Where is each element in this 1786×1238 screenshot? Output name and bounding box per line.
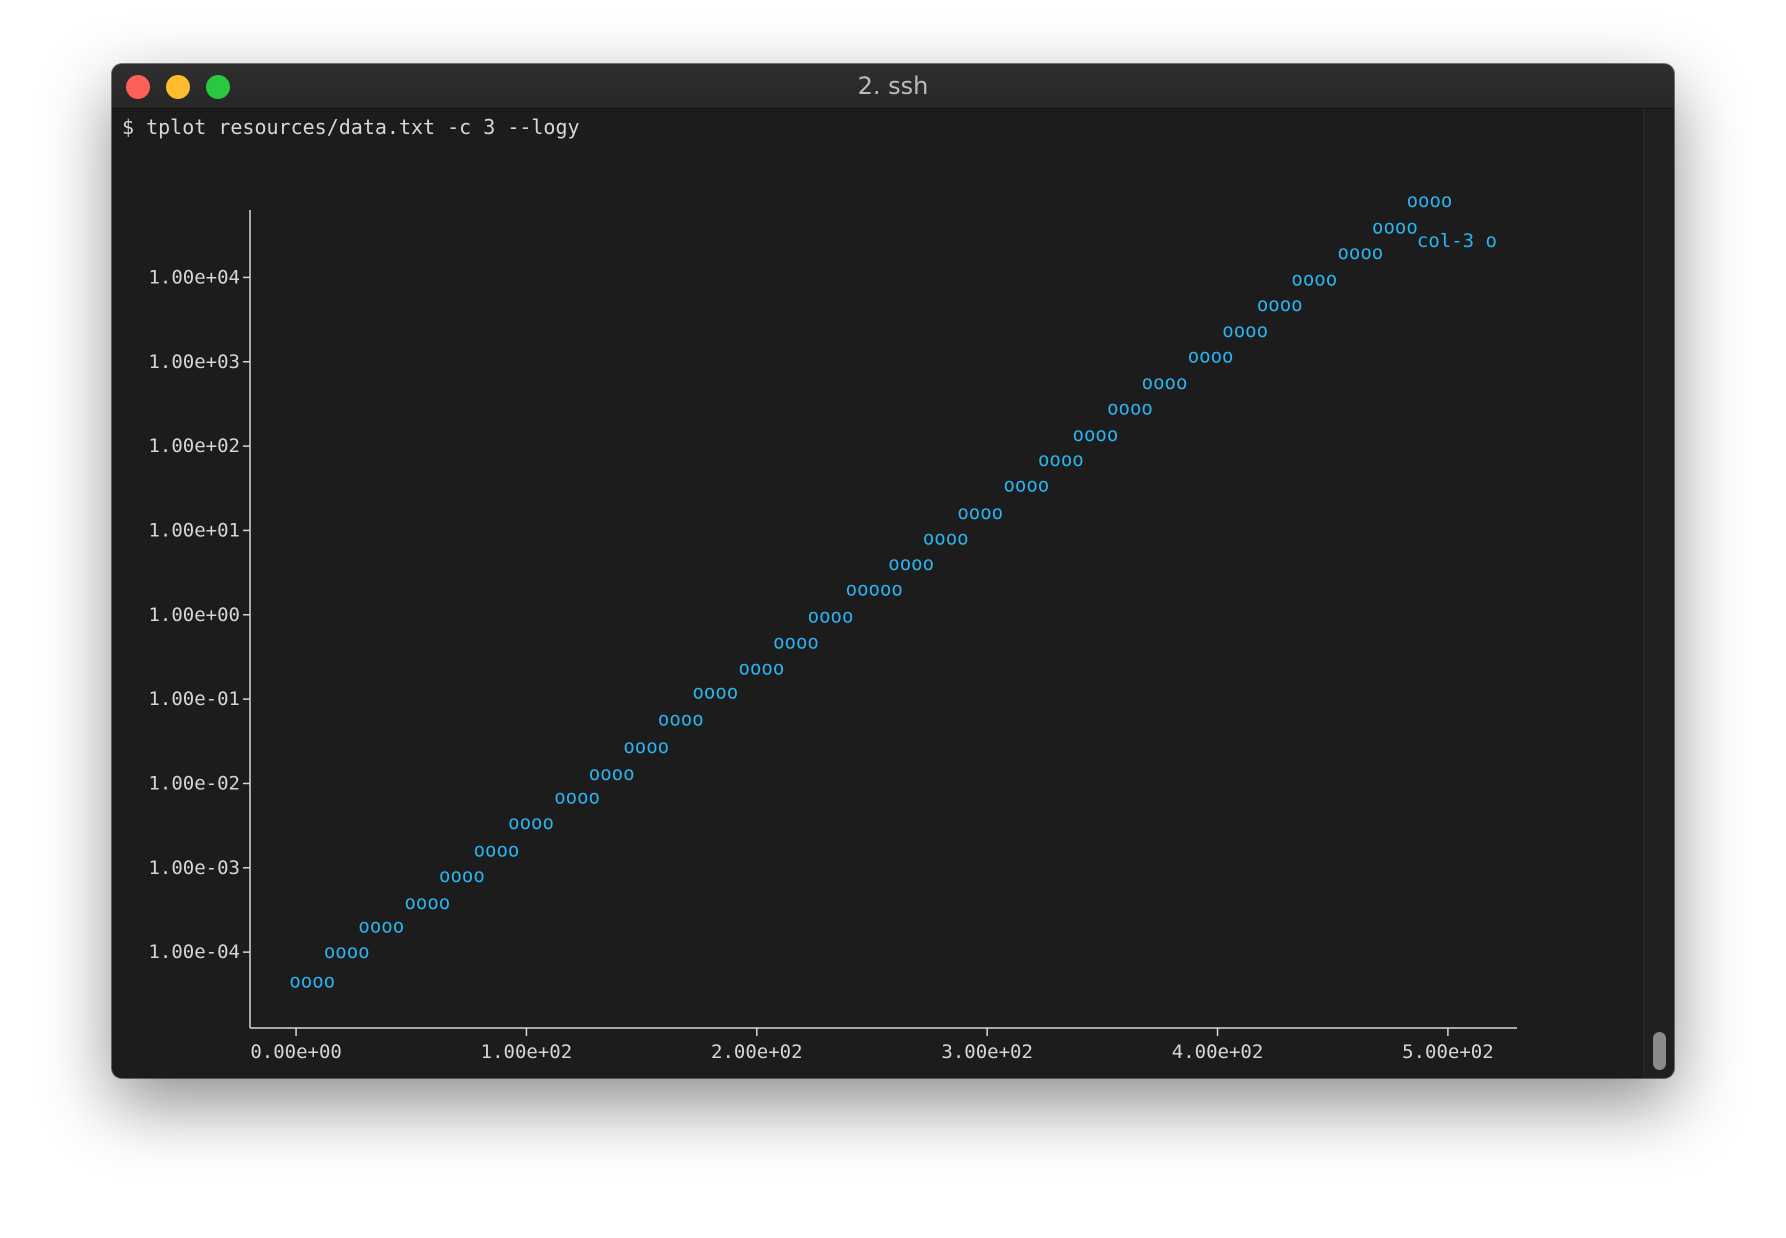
window-title: 2. ssh — [857, 72, 929, 100]
data-point: oooo — [1222, 320, 1268, 342]
data-point: oooo — [623, 736, 669, 758]
data-point: oooo — [739, 658, 785, 680]
data-point: oooo — [773, 631, 819, 653]
data-point: oooo — [923, 528, 969, 550]
y-tick-label: 1.00e+02 — [148, 435, 240, 457]
legend-entry: col-3 o — [1417, 230, 1497, 252]
y-tick-label: 1.00e-04 — [148, 941, 240, 963]
data-point: oooo — [358, 916, 404, 938]
x-tick-label: 1.00e+02 — [481, 1041, 573, 1063]
y-tick-label: 1.00e+01 — [148, 519, 240, 541]
data-point: oooo — [1107, 397, 1153, 419]
x-tick-label: 5.00e+02 — [1402, 1041, 1494, 1063]
data-point: oooo — [554, 787, 600, 809]
data-point: oooo — [1003, 475, 1049, 497]
data-point: oooo — [474, 840, 520, 862]
data-point: oooo — [1038, 449, 1084, 471]
x-tick-label: 3.00e+02 — [941, 1041, 1033, 1063]
x-tick-label: 4.00e+02 — [1172, 1041, 1264, 1063]
data-point: oooo — [1188, 346, 1234, 368]
data-point: oooo — [404, 892, 450, 914]
x-tick-label: 0.00e+00 — [250, 1041, 342, 1063]
data-point: oooo — [658, 709, 704, 731]
data-point: oooo — [692, 681, 738, 703]
maximize-window-button[interactable] — [206, 75, 230, 99]
scrollbar-track[interactable] — [1643, 109, 1674, 1078]
data-point: oooo — [1073, 424, 1119, 446]
terminal-window: 2. ssh $ tplot resources/data.txt -c 3 -… — [112, 64, 1674, 1078]
title-bar: 2. ssh — [112, 64, 1674, 109]
terminal-content[interactable]: $ tplot resources/data.txt -c 3 --logy 1… — [112, 109, 1644, 1078]
y-tick-label: 1.00e-02 — [148, 772, 240, 794]
y-tick-label: 1.00e+03 — [148, 351, 240, 373]
data-point: oooo — [508, 812, 554, 834]
data-point: oooo — [1257, 294, 1303, 316]
data-point: oooo — [1291, 268, 1337, 290]
data-point: oooo — [1337, 242, 1383, 264]
data-point: oooo — [1407, 190, 1453, 212]
data-point: oooo — [957, 502, 1003, 524]
y-tick-label: 1.00e-01 — [148, 688, 240, 710]
ascii-scatter-plot: 1.00e+04 1.00e+03 1.00e+02 1.00e+01 1.00e+00… — [148, 190, 1517, 1063]
minimize-window-button[interactable] — [166, 75, 190, 99]
data-point: oooo — [589, 763, 635, 785]
data-point: oooo — [324, 941, 370, 963]
data-point: oooo — [1372, 217, 1418, 239]
close-window-button[interactable] — [126, 75, 150, 99]
data-point: oooo — [439, 865, 485, 887]
command-line: $ tplot resources/data.txt -c 3 --logy — [122, 115, 580, 139]
data-point: oooo — [1142, 372, 1188, 394]
data-point: oooo — [808, 606, 854, 628]
data-point: oooo — [289, 970, 335, 992]
x-tick-label: 2.00e+02 — [711, 1041, 803, 1063]
data-point: ooooo — [846, 578, 903, 600]
y-tick-label: 1.00e+04 — [148, 266, 240, 288]
y-tick-label: 1.00e-03 — [148, 857, 240, 879]
scrollbar-thumb[interactable] — [1653, 1032, 1666, 1070]
data-point: oooo — [888, 553, 934, 575]
y-tick-label: 1.00e+00 — [148, 604, 240, 626]
